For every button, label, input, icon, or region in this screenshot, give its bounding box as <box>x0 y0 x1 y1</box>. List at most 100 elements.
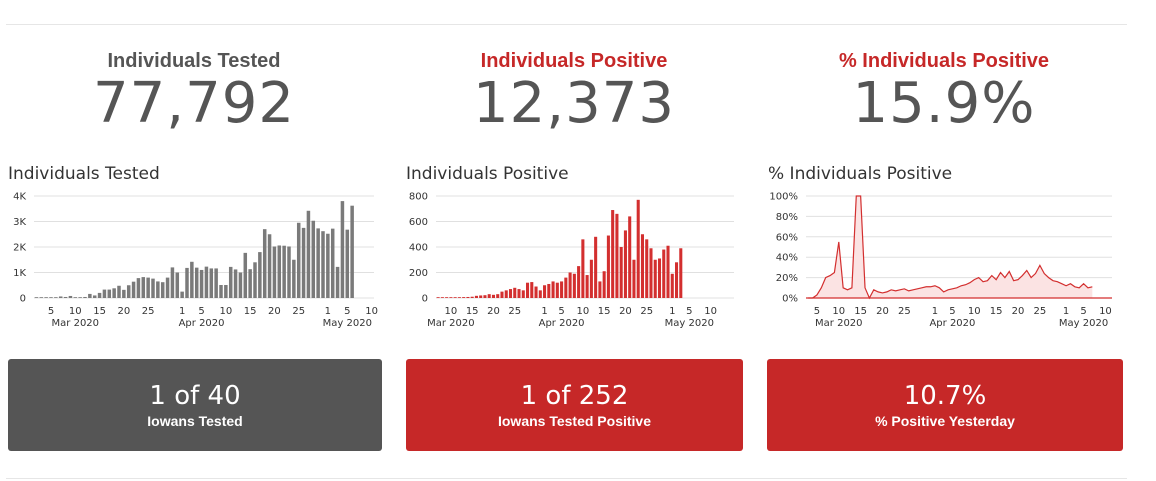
x-tick-label: 25 <box>508 306 521 317</box>
x-tick-label: 20 <box>1012 306 1025 317</box>
bar <box>500 291 504 298</box>
bar <box>623 230 627 298</box>
x-tick-label: 5 <box>949 306 955 317</box>
bar <box>156 281 160 298</box>
bar <box>606 235 610 298</box>
bar <box>224 284 228 298</box>
x-tick-label: 20 <box>876 306 889 317</box>
bar <box>287 246 291 298</box>
bar <box>517 289 521 298</box>
bar <box>504 290 508 298</box>
y-tick-label: 0% <box>782 294 798 305</box>
bar <box>146 277 150 298</box>
top-divider <box>6 24 1127 25</box>
y-tick-label: 100% <box>769 192 798 203</box>
x-month-label: Mar 2020 <box>52 318 100 329</box>
x-month-label: May 2020 <box>665 318 714 329</box>
bar <box>277 245 282 298</box>
bar <box>321 231 325 298</box>
bar <box>508 289 513 298</box>
bar <box>474 295 478 298</box>
bar <box>496 294 500 298</box>
bar <box>598 281 602 298</box>
percent-area-chart: 0%20%40%60%80%100%5 10 15 20 25 1 5 10 15 20 25 1 5 1… <box>769 192 1112 329</box>
bar <box>83 296 87 298</box>
y-tick-label: 600 <box>409 217 428 228</box>
bar <box>479 295 483 298</box>
bar <box>88 293 92 298</box>
bar <box>483 295 487 298</box>
bar <box>350 205 354 298</box>
bar <box>436 297 440 298</box>
x-month-label: May 2020 <box>1059 318 1108 329</box>
bar <box>679 248 683 298</box>
bar <box>165 277 170 298</box>
bar <box>538 290 542 298</box>
bar <box>547 283 551 298</box>
card-label: Iowans Tested <box>147 413 243 429</box>
bar <box>97 292 102 298</box>
bar <box>560 281 564 298</box>
x-tick-label: 5 <box>686 306 692 317</box>
bar <box>453 297 457 298</box>
bar <box>316 228 320 298</box>
x-tick-label: 10 <box>704 306 717 317</box>
bar <box>445 297 449 298</box>
card-value: 1 of 252 <box>520 381 629 411</box>
bar <box>543 285 547 298</box>
y-tick-label: 0 <box>20 294 26 305</box>
bar <box>521 290 525 298</box>
chart-title-percent: % Individuals Positive <box>768 164 953 184</box>
bar <box>564 277 568 298</box>
bar <box>636 199 640 298</box>
x-month-label: Apr 2020 <box>179 318 225 329</box>
y-tick-label: 40% <box>776 253 798 264</box>
y-tick-label: 4K <box>13 192 26 203</box>
card-label: Iowans Tested Positive <box>497 413 651 429</box>
headline-positive: Individuals Positive 12,373 <box>424 50 724 136</box>
card-label: % Positive Yesterday <box>875 413 1015 429</box>
x-tick-label: 15 <box>854 306 867 317</box>
x-tick-label: 10 <box>69 306 82 317</box>
bar <box>112 288 116 298</box>
bar <box>296 222 301 298</box>
bar <box>577 266 581 298</box>
x-tick-label: 10 <box>832 306 845 317</box>
bar <box>611 210 615 298</box>
headline-title: Individuals Tested <box>107 50 281 72</box>
bar <box>491 294 496 298</box>
bar <box>63 296 68 298</box>
bar <box>214 268 218 298</box>
bar <box>228 266 233 298</box>
card-percent-positive-yesterday: 10.7% % Positive Yesterday <box>767 359 1123 451</box>
bar <box>180 291 184 298</box>
bar <box>262 229 267 298</box>
bar <box>39 297 44 298</box>
x-tick-label: 10 <box>968 306 981 317</box>
bar <box>670 273 674 298</box>
bar <box>568 272 572 298</box>
y-tick-label: 0 <box>422 294 428 305</box>
x-tick-label: 1 <box>932 306 938 317</box>
bar <box>136 278 141 298</box>
x-month-label: Apr 2020 <box>539 318 585 329</box>
x-tick-label: 10 <box>445 306 458 317</box>
x-tick-label: 15 <box>244 306 257 317</box>
bar <box>34 297 39 298</box>
bar <box>68 295 73 298</box>
bar <box>513 287 517 298</box>
bar <box>49 297 53 298</box>
x-tick-label: 25 <box>640 306 653 317</box>
bar <box>248 269 252 298</box>
x-tick-label: 5 <box>1080 306 1086 317</box>
bar <box>585 275 589 298</box>
bar <box>330 228 335 298</box>
series-line <box>808 195 1093 300</box>
bar <box>190 261 194 298</box>
bar <box>649 248 653 298</box>
bar <box>345 229 350 298</box>
bar <box>466 296 470 298</box>
x-tick-label: 15 <box>466 306 479 317</box>
bar <box>185 267 189 298</box>
